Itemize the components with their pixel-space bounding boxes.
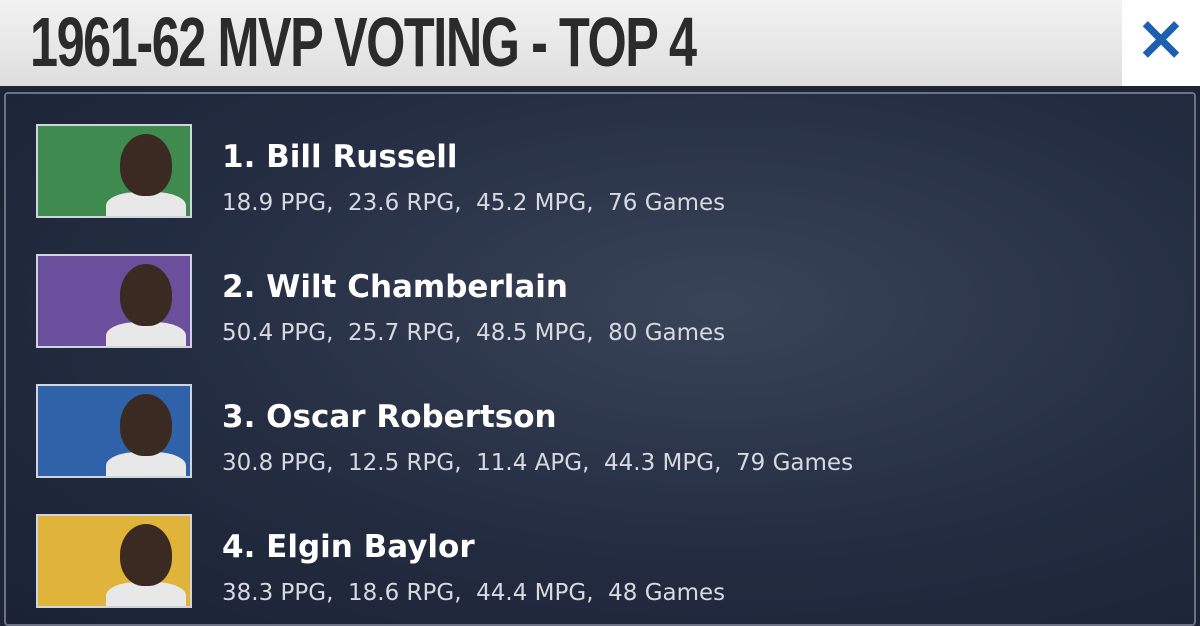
photo-body (106, 192, 186, 216)
player-row: 4. Elgin Baylor 38.3 PPG, 18.6 RPG, 44.4 … (6, 484, 1194, 608)
list-panel: 1. Bill Russell 18.9 PPG, 23.6 RPG, 45.2 … (4, 92, 1196, 626)
player-stats: 30.8 PPG, 12.5 RPG, 11.4 APG, 44.3 MPG, … (222, 450, 854, 476)
photo-body (106, 452, 186, 476)
player-row: 2. Wilt Chamberlain 50.4 PPG, 25.7 RPG, 4… (6, 224, 1194, 348)
player-photo (36, 384, 192, 478)
close-button[interactable]: × (1122, 0, 1200, 86)
player-row: 1. Bill Russell 18.9 PPG, 23.6 RPG, 45.2 … (6, 94, 1194, 218)
player-row: 3. Oscar Robertson 30.8 PPG, 12.5 RPG, 11… (6, 354, 1194, 478)
player-stats: 50.4 PPG, 25.7 RPG, 48.5 MPG, 80 Games (222, 320, 726, 346)
player-photo (36, 124, 192, 218)
player-stats: 38.3 PPG, 18.6 RPG, 44.4 MPG, 48 Games (222, 580, 726, 606)
photo-head (120, 134, 172, 196)
header: 1961-62 MVP VOTING - TOP 4 × (0, 0, 1200, 86)
player-photo (36, 254, 192, 348)
photo-body (106, 322, 186, 346)
player-name: 3. Oscar Robertson (222, 399, 557, 435)
photo-body (106, 582, 186, 606)
player-name: 4. Elgin Baylor (222, 529, 475, 565)
player-photo (36, 514, 192, 608)
player-name: 2. Wilt Chamberlain (222, 269, 568, 305)
photo-head (120, 394, 172, 456)
player-name: 1. Bill Russell (222, 139, 458, 175)
photo-head (120, 264, 172, 326)
player-stats: 18.9 PPG, 23.6 RPG, 45.2 MPG, 76 Games (222, 190, 726, 216)
photo-head (120, 524, 172, 586)
title: 1961-62 MVP VOTING - TOP 4 (30, 3, 697, 81)
